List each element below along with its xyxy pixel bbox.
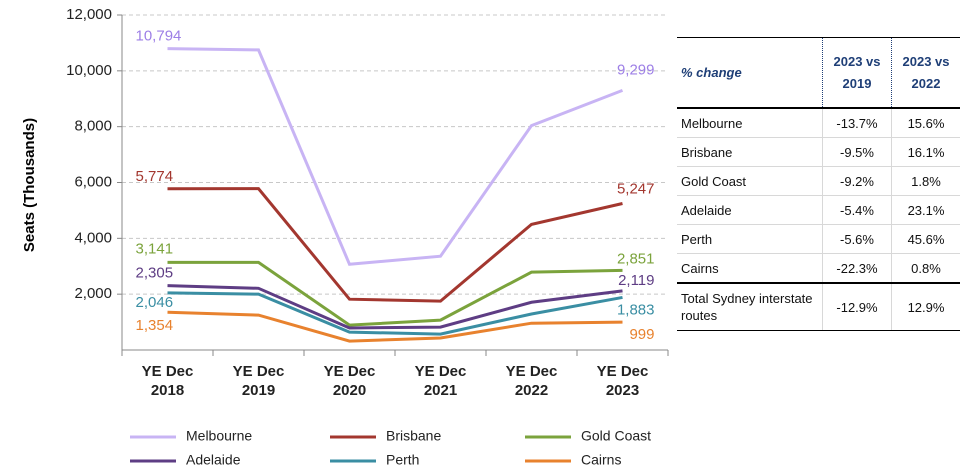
x-tick-label: YE Dec 2018 (141, 363, 194, 399)
table-header: 2023 vs 2022 (891, 37, 960, 109)
table-cell: -9.5% (822, 137, 892, 167)
x-tick-label: YE Dec 2021 (414, 363, 467, 399)
y-tick-label: 4,000 (74, 229, 112, 246)
y-tick-label: 8,000 (74, 118, 112, 135)
series-line (167, 187, 623, 303)
series-line (167, 47, 624, 266)
table-total-row: Total Sydney interstate routes -12.9% 12.9… (677, 282, 960, 331)
legend-label: Melbourne (186, 428, 252, 444)
series-line (167, 284, 623, 330)
table-row: Gold Coast -9.2% 1.8% (677, 166, 960, 196)
y-axis-label: Seats (Thousands) (21, 118, 38, 252)
data-label: 1,883 (617, 301, 655, 318)
table-cell: -9.2% (822, 166, 892, 196)
series-line (167, 310, 623, 343)
data-label: 5,774 (136, 168, 174, 185)
data-label: 2,046 (136, 294, 174, 311)
x-tick-label: YE Dec 2019 (232, 363, 285, 399)
table-row: Perth -5.6% 45.6% (677, 224, 960, 254)
x-tick-label: YE Dec 2023 (596, 363, 649, 399)
table-cell: -22.3% (822, 253, 892, 284)
data-label: 5,247 (617, 180, 655, 197)
table-cell: 0.8% (891, 253, 960, 284)
table-cell: Cairns (677, 253, 823, 284)
x-tick-label: YE Dec 2022 (505, 363, 558, 399)
legend-label: Gold Coast (581, 428, 651, 444)
data-label: 10,794 (136, 28, 182, 45)
table-row: Adelaide -5.4% 23.1% (677, 195, 960, 225)
table-cell: Gold Coast (677, 166, 823, 196)
y-tick-label: 2,000 (74, 285, 112, 302)
table-cell: Adelaide (677, 195, 823, 225)
table-cell: Perth (677, 224, 823, 254)
table-cell: -5.6% (822, 224, 892, 254)
y-tick-label: 10,000 (66, 62, 112, 79)
table-cell: Brisbane (677, 137, 823, 167)
table-header: % change (677, 37, 823, 109)
table-cell: 23.1% (891, 195, 960, 225)
table-cell: Melbourne (677, 108, 823, 138)
table-header: 2023 vs 2019 (822, 37, 892, 109)
table-row: Melbourne -13.7% 15.6% (677, 108, 960, 138)
y-tick-label: 6,000 (74, 173, 112, 190)
table-cell: 45.6% (891, 224, 960, 254)
data-label: 2,851 (617, 250, 655, 267)
table-cell: 15.6% (891, 108, 960, 138)
y-tick-label: 12,000 (66, 6, 112, 23)
table-cell: -5.4% (822, 195, 892, 225)
legend-label: Adelaide (186, 452, 241, 468)
legend-label: Cairns (581, 452, 621, 468)
series-line (167, 260, 623, 327)
table-cell: 16.1% (891, 137, 960, 167)
table-cell: 12.9% (891, 282, 960, 331)
table-row: Brisbane -9.5% 16.1% (677, 137, 960, 167)
data-label: 999 (629, 326, 654, 343)
table-cell: 1.8% (891, 166, 960, 196)
data-label: 9,299 (617, 61, 655, 78)
series-line (167, 291, 623, 336)
data-label: 2,305 (136, 265, 174, 282)
legend-label: Perth (386, 452, 419, 468)
x-tick-label: YE Dec 2020 (323, 363, 376, 399)
table-cell: -12.9% (822, 282, 892, 331)
table-cell: Total Sydney interstate routes (677, 282, 823, 331)
data-label: 1,354 (136, 317, 174, 334)
legend-label: Brisbane (386, 428, 441, 444)
change-table: % change 2023 vs 2019 2023 vs 2022 Melbour… (677, 37, 960, 331)
data-label: 3,141 (136, 240, 174, 257)
table-row: Cairns -22.3% 0.8% (677, 253, 960, 284)
table-cell: -13.7% (822, 108, 892, 138)
data-label: 2,119 (618, 272, 654, 289)
